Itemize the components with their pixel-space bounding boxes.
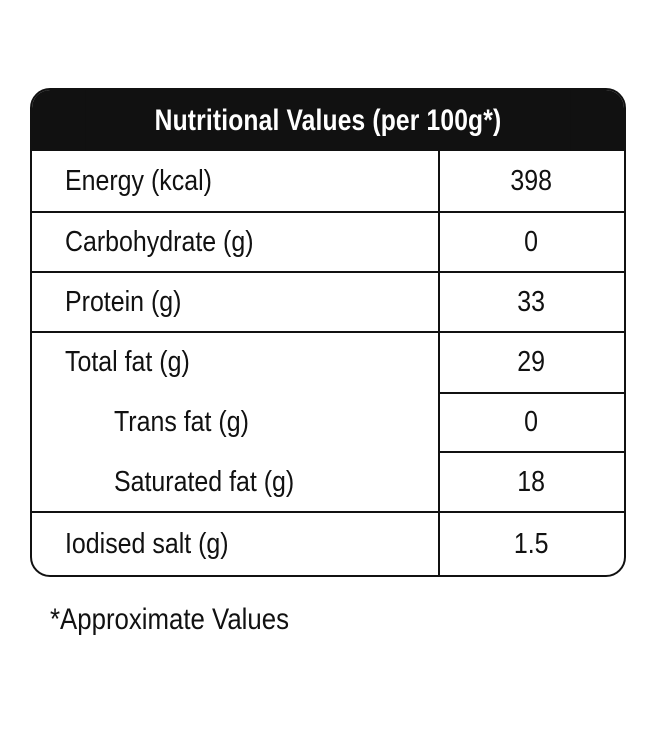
row-label: Energy (kcal) — [65, 164, 212, 197]
row-value: 1.5 — [514, 527, 549, 560]
row-label: Total fat (g) — [65, 346, 190, 378]
row-label: Trans fat (g) — [114, 406, 249, 438]
row-value: 29 — [517, 346, 546, 378]
table-row-carbohydrate: Carbohydrate (g) 0 — [32, 213, 624, 271]
row-value: 398 — [510, 164, 553, 197]
table-row-saturated-fat: Saturated fat (g) 18 — [32, 453, 624, 511]
table-row-total-fat: Total fat (g) 29 — [32, 333, 624, 392]
row-divider-value — [440, 392, 624, 394]
row-label: Carbohydrate (g) — [65, 225, 254, 258]
row-divider — [32, 271, 624, 273]
table-row-trans-fat: Trans fat (g) 0 — [32, 394, 624, 451]
table-header: Nutritional Values (per 100g*) — [32, 90, 624, 151]
row-label: Saturated fat (g) — [114, 465, 295, 498]
table-title: Nutritional Values (per 100g*) — [85, 90, 571, 151]
row-divider — [32, 211, 624, 213]
table-row-protein: Protein (g) 33 — [32, 273, 624, 331]
footnote: *Approximate Values — [50, 603, 290, 636]
row-label: Protein (g) — [65, 285, 182, 318]
column-divider — [438, 151, 440, 575]
row-divider-value — [440, 451, 624, 453]
row-label: Iodised salt (g) — [65, 527, 229, 560]
row-divider — [32, 511, 624, 513]
row-value: 0 — [524, 225, 539, 258]
nutrition-table: Nutritional Values (per 100g*) Energy (k… — [30, 88, 626, 577]
table-row-iodised-salt: Iodised salt (g) 1.5 — [32, 513, 624, 575]
row-value: 18 — [517, 465, 546, 498]
row-value: 0 — [524, 406, 539, 438]
table-row-energy: Energy (kcal) 398 — [32, 151, 624, 211]
row-divider — [32, 331, 624, 333]
row-value: 33 — [517, 285, 546, 318]
